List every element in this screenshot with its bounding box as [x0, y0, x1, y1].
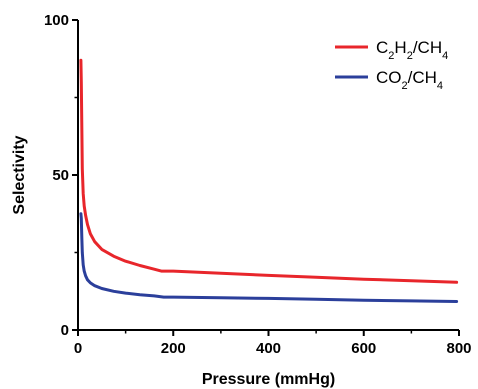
x-tick-label: 0: [74, 340, 82, 357]
x-tick-label: 800: [446, 340, 471, 357]
legend-label: CO2/CH4: [376, 68, 443, 92]
y-tick-label: 0: [61, 322, 69, 339]
axes: [77, 20, 459, 331]
y-tick-label: 50: [52, 167, 69, 184]
x-axis-label: Pressure (mmHg): [202, 371, 335, 388]
series-lines: [79, 58, 459, 303]
y-tick-label: 100: [44, 12, 69, 29]
x-tick-label: 600: [351, 340, 376, 357]
ticks: 0 200 400 600 800 0 50 100: [44, 12, 472, 357]
y-axis-label: Selectivity: [11, 135, 28, 214]
legend: C2H2/CH4 CO2/CH4: [335, 38, 448, 92]
series-line-1: [79, 212, 459, 303]
x-tick-label: 200: [161, 340, 186, 357]
series-line-0: [79, 58, 459, 284]
x-tick-label: 400: [256, 340, 281, 357]
legend-label: C2H2/CH4: [376, 38, 448, 62]
